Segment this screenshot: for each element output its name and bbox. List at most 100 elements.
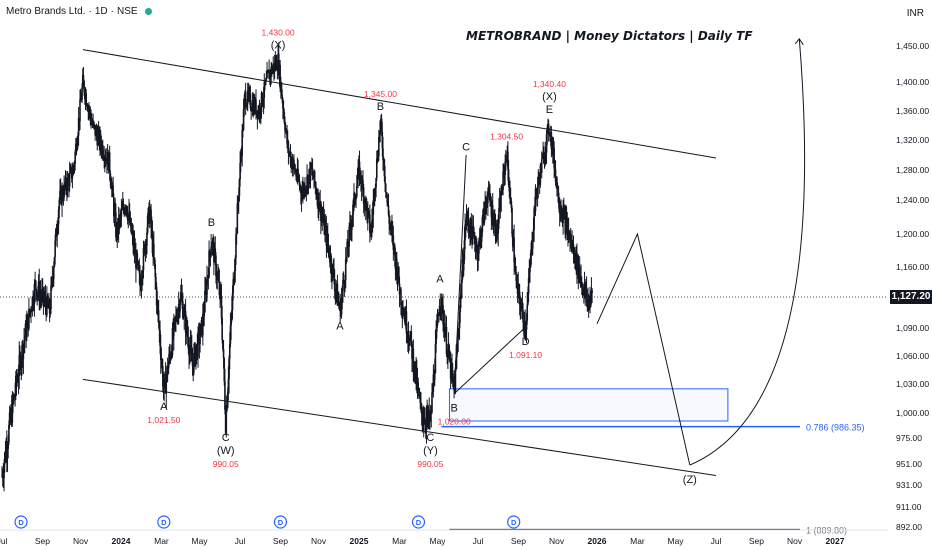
candle-body [442,305,444,324]
candle-body [81,75,84,88]
target-zone [448,388,729,422]
wave-degree-label: (Y) [423,445,438,457]
candle-body [498,207,500,224]
candle-body [39,294,41,302]
candle-body [532,229,535,241]
candle-body [379,120,382,135]
symbol-header[interactable]: Metro Brands Ltd. · 1D · NSE [6,6,152,17]
candle-body [224,381,226,410]
candle-body [248,92,251,94]
dividend-icon [507,515,521,529]
currency-label[interactable]: INR [906,8,924,19]
candle-body [391,231,394,236]
candle-body [262,102,264,105]
candle-body [52,266,55,280]
candle-body [362,180,364,188]
candle-body [52,279,54,281]
candle-body [284,122,286,131]
candle-body [416,367,418,388]
x-tick-label: Nov [73,536,89,546]
candle-body [37,291,39,294]
candle-body [378,137,380,157]
candle-body [483,202,486,223]
y-tick-label: 1,240.00 [896,195,929,205]
candle-body [146,215,149,233]
candle-body [15,375,17,394]
y-tick-label: 1,320.00 [896,135,929,145]
wave-letter-label: D [522,336,530,348]
candle-body [293,164,296,172]
candle-body [195,351,197,365]
candle-body [236,203,239,234]
candle-body [452,376,455,386]
candle-body [326,233,329,245]
candle-body [521,302,524,311]
candle-body [371,214,374,221]
candle-body [63,183,65,198]
candle-body [271,68,274,74]
candle-body [12,395,15,402]
candle-body [433,373,436,380]
candle-body [246,104,248,107]
y-axis[interactable]: 1,450.00 1,400.00 1,360.00 1,320.00 1,280.00… [896,41,929,532]
candle-body [311,168,314,176]
candle-body [396,278,399,280]
candle-body [208,251,211,255]
candle-body [275,59,278,70]
candle-body [318,192,320,211]
candle-body [518,284,520,292]
candle-body [381,131,384,149]
candle-body [513,237,515,263]
header-separator: · [110,6,114,17]
candle-body [341,290,344,300]
candle-body [412,348,415,373]
candle-body [425,417,428,428]
candle-body [585,289,588,303]
candle-body [429,417,431,422]
wave-price-label: 1,430.00 [262,27,295,37]
candle-body [543,158,546,163]
candle-body [432,374,435,392]
candle-body [138,269,141,273]
candle-body [354,199,357,203]
candle-body [39,294,42,297]
candle-body [535,188,538,194]
candle-body [168,353,171,356]
candle-body [462,259,465,271]
candle-body [554,169,557,182]
candle-body [112,185,114,198]
candle-body [420,402,422,405]
candle-body [89,109,92,117]
candle-body [586,301,589,303]
candle-body [250,108,252,111]
candle-body [266,71,269,73]
candle-body [159,346,162,361]
candle-body [388,214,391,224]
candle-body [263,81,266,98]
wave-letter-label: C [426,432,434,444]
candle-body [35,289,38,298]
candle-body [569,241,572,243]
candle-body [526,304,529,321]
candle-body [65,177,67,189]
candle-body [199,324,202,337]
dividend-label: D [278,518,284,527]
candle-body [409,337,411,346]
candle-body [445,326,448,355]
candle-body [386,194,388,203]
candle-body [489,201,492,206]
x-axis[interactable]: Jul Sep Nov 2024 Mar May Jul Sep Nov 2025 Mar May Ju… [0,529,888,546]
candle-body [346,241,349,249]
candle-body [262,97,265,103]
interval-label[interactable]: 1D [94,6,108,17]
candle-body [333,280,336,292]
header-separator: · [88,6,92,17]
candle-body [226,392,229,408]
candle-body [157,301,159,311]
candle-body [528,272,531,279]
candle-body [126,206,128,215]
candle-body [222,339,224,349]
candle-body [109,173,112,182]
candle-body [128,211,131,224]
